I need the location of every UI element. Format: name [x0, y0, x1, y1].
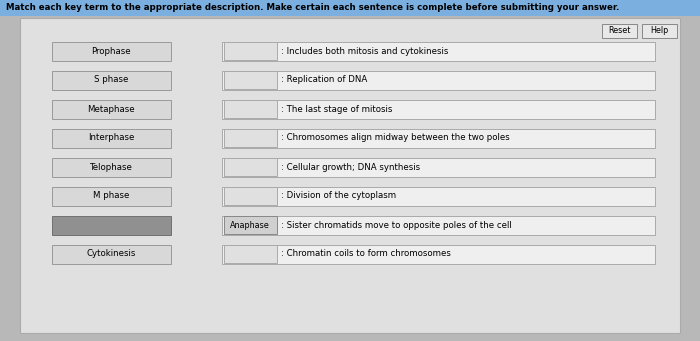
FancyBboxPatch shape — [221, 100, 654, 119]
Text: M phase: M phase — [93, 192, 130, 201]
FancyBboxPatch shape — [641, 24, 676, 38]
Text: : Replication of DNA: : Replication of DNA — [281, 75, 368, 85]
FancyBboxPatch shape — [601, 24, 636, 38]
FancyBboxPatch shape — [223, 187, 276, 205]
FancyBboxPatch shape — [221, 244, 654, 264]
FancyBboxPatch shape — [223, 100, 276, 118]
Text: : Sister chromatids move to opposite poles of the cell: : Sister chromatids move to opposite pol… — [281, 221, 512, 229]
Text: : Division of the cytoplasm: : Division of the cytoplasm — [281, 192, 396, 201]
FancyBboxPatch shape — [52, 71, 171, 89]
FancyBboxPatch shape — [223, 129, 276, 147]
FancyBboxPatch shape — [221, 129, 654, 148]
Text: Telophase: Telophase — [90, 163, 132, 172]
Text: : The last stage of mitosis: : The last stage of mitosis — [281, 104, 393, 114]
FancyBboxPatch shape — [223, 158, 276, 176]
FancyBboxPatch shape — [223, 42, 276, 60]
FancyBboxPatch shape — [221, 158, 654, 177]
FancyBboxPatch shape — [221, 187, 654, 206]
FancyBboxPatch shape — [221, 71, 654, 89]
FancyBboxPatch shape — [52, 158, 171, 177]
Text: : Cellular growth; DNA synthesis: : Cellular growth; DNA synthesis — [281, 163, 420, 172]
Text: Reset: Reset — [608, 26, 630, 35]
FancyBboxPatch shape — [52, 216, 171, 235]
FancyBboxPatch shape — [52, 42, 171, 60]
Text: S phase: S phase — [94, 75, 128, 85]
FancyBboxPatch shape — [221, 216, 654, 235]
Text: Anaphase: Anaphase — [230, 221, 270, 229]
FancyBboxPatch shape — [223, 216, 276, 234]
FancyBboxPatch shape — [223, 245, 276, 263]
FancyBboxPatch shape — [0, 0, 700, 16]
Text: Interphase: Interphase — [88, 133, 134, 143]
FancyBboxPatch shape — [52, 187, 171, 206]
Text: Prophase: Prophase — [91, 46, 131, 56]
FancyBboxPatch shape — [221, 42, 654, 60]
FancyBboxPatch shape — [52, 100, 171, 119]
Text: Cytokinesis: Cytokinesis — [86, 250, 136, 258]
FancyBboxPatch shape — [223, 71, 276, 89]
FancyBboxPatch shape — [52, 129, 171, 148]
Text: : Chromatin coils to form chromosomes: : Chromatin coils to form chromosomes — [281, 250, 451, 258]
FancyBboxPatch shape — [52, 244, 171, 264]
Text: : Includes both mitosis and cytokinesis: : Includes both mitosis and cytokinesis — [281, 46, 449, 56]
Text: : Chromosomes align midway between the two poles: : Chromosomes align midway between the t… — [281, 133, 510, 143]
Text: Match each key term to the appropriate description. Make certain each sentence i: Match each key term to the appropriate d… — [6, 3, 620, 13]
FancyBboxPatch shape — [20, 18, 680, 333]
Text: Metaphase: Metaphase — [88, 104, 135, 114]
Text: Help: Help — [650, 26, 668, 35]
